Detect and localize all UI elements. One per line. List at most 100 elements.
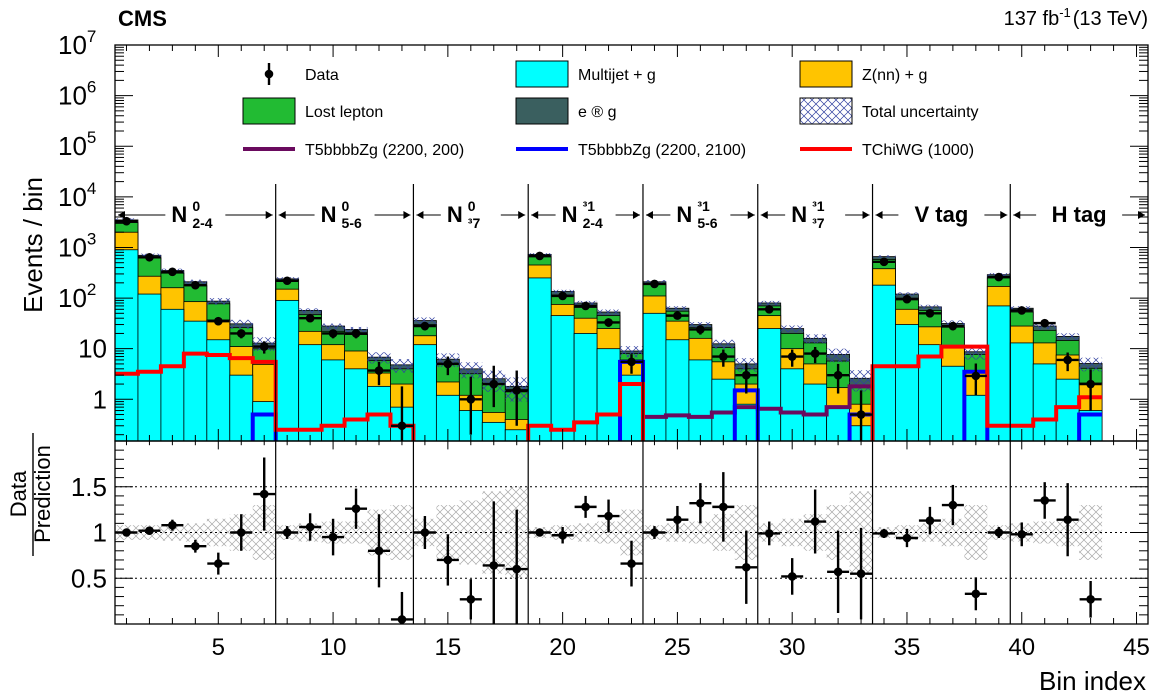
uncertainty-box xyxy=(298,308,322,313)
uncertainty-box xyxy=(803,334,827,344)
x-tick-label: 10 xyxy=(320,634,347,661)
histogram-bar xyxy=(344,368,368,441)
data-point xyxy=(581,301,590,311)
data-point xyxy=(719,352,728,361)
ratio-point xyxy=(1109,0,1118,4)
ratio-point xyxy=(650,528,659,537)
x-tick-label: 20 xyxy=(549,634,576,661)
data-point xyxy=(696,325,705,334)
ratio-point xyxy=(879,529,889,538)
ratio-point xyxy=(466,594,476,604)
histogram-bar xyxy=(941,365,965,441)
ratio-point xyxy=(1017,530,1027,539)
ratio-point xyxy=(902,533,912,543)
y-tick-label: 103 xyxy=(58,229,96,262)
ratio-uncertainty-box xyxy=(160,524,184,541)
region-arrowhead-left xyxy=(416,211,424,219)
experiment-label: CMS xyxy=(118,6,167,31)
region-label-sup: ³1 xyxy=(812,198,825,214)
data-point xyxy=(1017,306,1027,315)
uncertainty-box xyxy=(757,300,781,306)
ratio-point xyxy=(696,498,705,508)
data-point xyxy=(191,280,200,290)
histogram-bar xyxy=(596,348,621,441)
data-point xyxy=(1086,379,1095,389)
region-label: N ³15-6 xyxy=(645,198,755,231)
legend-lost-lepton: Lost lepton xyxy=(242,97,383,125)
region-arrowhead-right xyxy=(518,211,526,219)
legend-multijet-text: Multijet + g xyxy=(578,67,656,84)
region-label-sub: 2-4 xyxy=(583,215,603,231)
uncertainty-box xyxy=(321,323,345,329)
legend-signal-3-text: TChiWG (1000) xyxy=(862,142,974,159)
ratio-point xyxy=(581,502,590,512)
ratio-point xyxy=(305,522,315,532)
ratio-y-ticks: 0.5 1 1.5 xyxy=(71,449,1148,616)
region-label-main: H tag xyxy=(1052,202,1107,227)
region-label-main: N xyxy=(676,202,692,227)
y-tick-label: 10 xyxy=(78,334,107,364)
region-label-sup: 0 xyxy=(468,198,476,214)
y-tick-label: 1 xyxy=(93,384,107,414)
ratio-point xyxy=(719,502,728,512)
region-arrowhead-right xyxy=(1000,211,1008,219)
histogram-bar xyxy=(183,320,208,441)
data-point xyxy=(650,279,659,289)
ratio-point xyxy=(764,529,774,538)
data-point xyxy=(604,318,613,327)
x-axis-ticks: 5 10 15 20 25 30 35 40 45 xyxy=(125,441,1150,661)
ratio-uncertainty-box xyxy=(252,505,276,560)
y-tick-exp: 2 xyxy=(87,280,96,299)
uncertainty-box xyxy=(1056,333,1080,340)
y-tick-exp: 7 xyxy=(87,27,96,46)
ratio-point xyxy=(604,511,613,521)
ratio-point xyxy=(787,572,797,581)
ratio-point xyxy=(259,489,269,499)
legend-signal-1-text: T5bbbbZg (2200, 200) xyxy=(305,142,464,159)
ratio-point xyxy=(351,504,361,514)
data-point xyxy=(1132,0,1141,4)
ratio-point xyxy=(1063,515,1072,524)
data-point xyxy=(741,370,751,380)
ratio-point xyxy=(673,515,682,524)
histogram-bar xyxy=(275,299,300,441)
signal-line-tchiwg-1000- xyxy=(115,344,1103,441)
ratio-point xyxy=(994,528,1004,537)
data-point xyxy=(627,357,636,367)
y-tick-label: 105 xyxy=(58,128,96,161)
data-point xyxy=(902,294,912,304)
ratio-point xyxy=(1086,594,1095,604)
region-arrowhead-left xyxy=(760,211,768,219)
uncertainty-box xyxy=(780,325,804,333)
y-tick-base: 1 xyxy=(93,384,107,414)
uncertainty-box xyxy=(872,255,896,258)
uncertainty-box xyxy=(620,346,643,358)
uncertainty-box xyxy=(459,362,483,379)
lumi-exp: -1 xyxy=(1059,5,1071,20)
energy-label: (13 TeV) xyxy=(1073,8,1148,30)
region-label: N 02-4 xyxy=(118,198,273,231)
uncertainty-box xyxy=(206,298,230,305)
ratio-point xyxy=(971,589,981,599)
region-label-sub: ³7 xyxy=(812,215,825,231)
ratio-uncertainty-box xyxy=(1033,521,1057,544)
legend-signal-2: T5bbbbZg (2200, 2100) xyxy=(516,142,746,159)
data-point xyxy=(535,251,544,261)
ratio-point xyxy=(558,530,567,540)
region-arrowhead-left xyxy=(645,211,653,219)
histogram-bar xyxy=(527,277,552,441)
y-tick-base: 10 xyxy=(58,232,87,262)
region-label-sup: ³1 xyxy=(583,198,596,214)
ratio-point xyxy=(443,555,453,565)
ratio-point xyxy=(810,517,820,526)
data-point xyxy=(443,359,453,369)
series-multijet-g xyxy=(115,249,1103,441)
data-point xyxy=(374,366,384,375)
region-label-main: V tag xyxy=(915,202,969,227)
data-point xyxy=(833,370,843,380)
uncertainty-box xyxy=(597,309,621,315)
region-label-sub: 5-6 xyxy=(697,215,717,231)
data-point xyxy=(328,329,338,338)
